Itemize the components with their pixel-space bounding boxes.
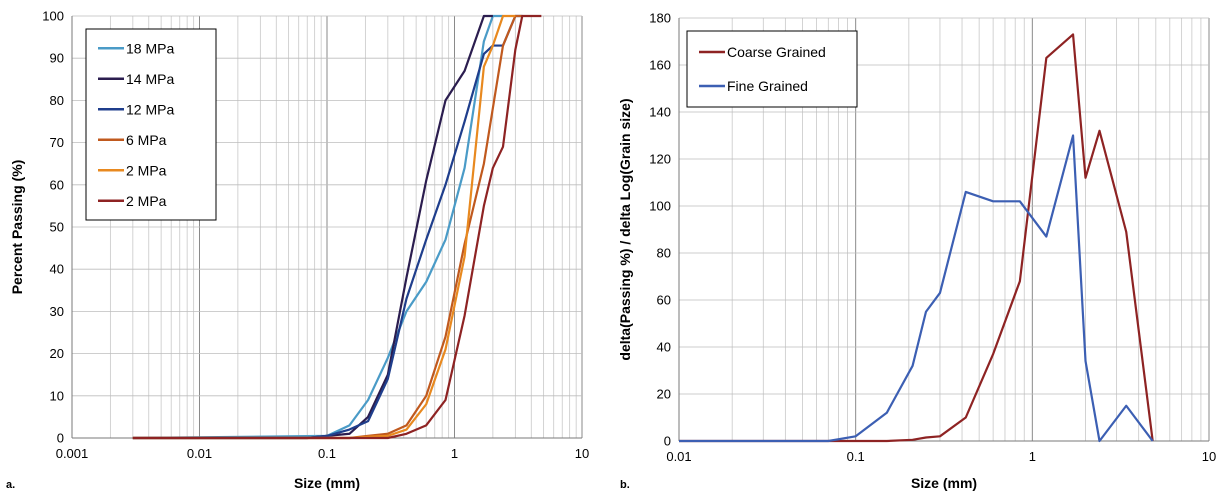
legend-box — [85, 28, 217, 221]
y-tick-label: 50 — [50, 220, 64, 235]
y-tick-label: 140 — [649, 105, 671, 120]
y-tick-label: 70 — [50, 135, 64, 150]
x-tick-label: 0.1 — [318, 446, 336, 461]
x-axis-title: Size (mm) — [294, 475, 360, 491]
y-tick-label: 80 — [50, 93, 64, 108]
y-tick-label: 80 — [657, 246, 671, 261]
x-tick-label: 10 — [1202, 449, 1216, 464]
x-tick-label: 0.001 — [56, 446, 89, 461]
series-line — [132, 14, 542, 440]
panel-label: a. — [6, 479, 15, 491]
x-tick-label: 0.1 — [847, 449, 865, 464]
series-line — [132, 14, 523, 440]
x-tick-label: 0.01 — [187, 446, 212, 461]
y-tick-label: 20 — [657, 387, 671, 402]
y-tick-label: 0 — [664, 434, 671, 449]
y-tick-label: 60 — [50, 177, 64, 192]
series-line — [679, 134, 1154, 443]
x-tick-label: 1 — [1029, 449, 1036, 464]
x-tick-label: 1 — [451, 446, 458, 461]
x-tick-label: 0.01 — [666, 449, 691, 464]
legend-label: 6 MPa — [126, 132, 167, 148]
y-tick-label: 180 — [649, 11, 671, 26]
series-line — [132, 14, 503, 440]
y-tick-label: 60 — [657, 293, 671, 308]
y-tick-label: 120 — [649, 152, 671, 167]
y-tick-label: 0 — [57, 431, 64, 446]
y-tick-label: 30 — [50, 304, 64, 319]
chart-panel-1: 0.001 0.01 0.1 1 100102030405060708090100Siz… — [6, 9, 589, 492]
y-tick-label: 10 — [50, 388, 64, 403]
y-tick-label: 40 — [50, 262, 64, 277]
y-tick-label: 40 — [657, 340, 671, 355]
legend-label: Coarse Grained — [727, 44, 826, 60]
y-tick-label: 90 — [50, 51, 64, 66]
legend-label: 18 MPa — [126, 40, 174, 56]
y-tick-label: 20 — [50, 346, 64, 361]
y-tick-label: 160 — [649, 58, 671, 73]
y-tick-label: 100 — [42, 9, 64, 24]
x-axis-title: Size (mm) — [911, 475, 977, 491]
legend-label: Fine Grained — [727, 78, 808, 94]
x-tick-label: 10 — [575, 446, 589, 461]
panel-label: b. — [620, 479, 630, 491]
series-line — [679, 33, 1154, 443]
legend-label: 14 MPa — [126, 71, 174, 87]
y-tick-label: 100 — [649, 199, 671, 214]
legend-label: 12 MPa — [126, 101, 174, 117]
y-axis-title: delta(Passing %) / delta Log(Grain size) — [617, 98, 633, 360]
y-axis-title: Percent Passing (%) — [9, 160, 25, 295]
legend-label: 2 MPa — [126, 193, 167, 209]
legend-label: 2 MPa — [126, 162, 167, 178]
legend-box — [686, 30, 858, 108]
